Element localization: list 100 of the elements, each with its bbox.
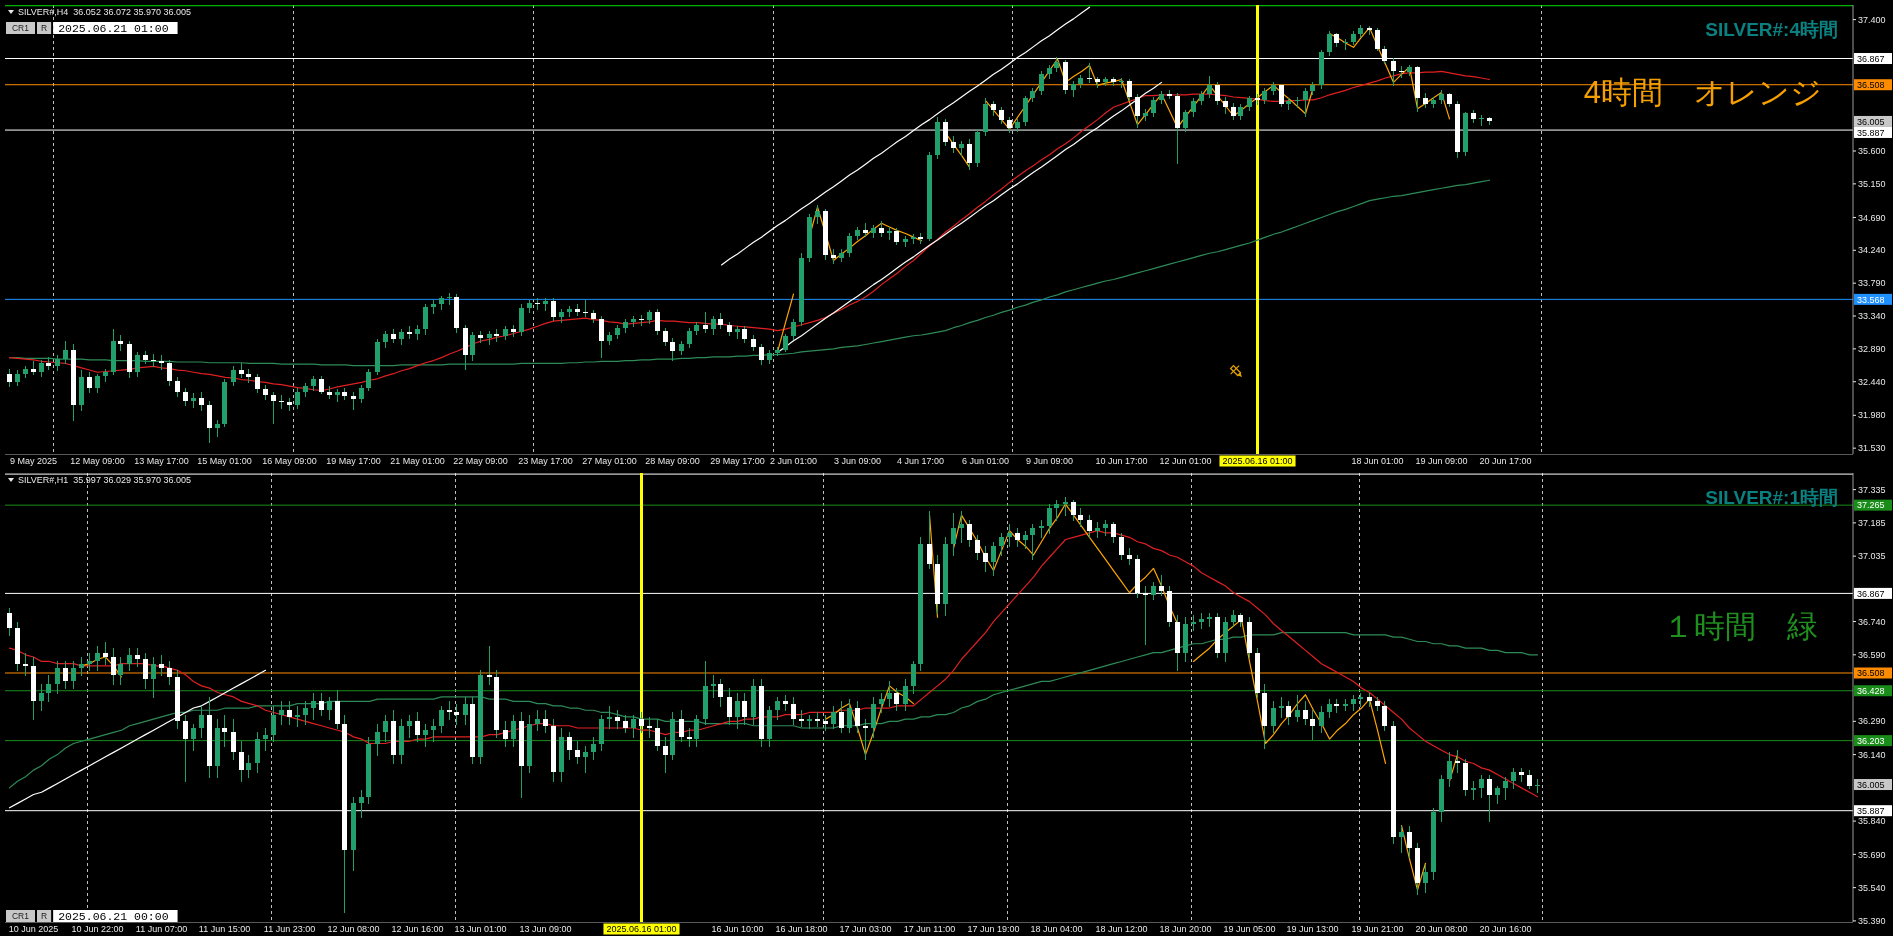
line-series	[8, 669, 267, 809]
x-tick-label: 19 Jun 09:00	[1415, 456, 1468, 466]
candlestick	[143, 652, 148, 690]
candlestick	[1111, 521, 1116, 544]
candlestick	[503, 720, 508, 748]
candlestick	[591, 736, 596, 761]
ref-line-label: 37.265	[1857, 500, 1885, 511]
candlestick	[383, 714, 388, 743]
candlestick	[735, 692, 740, 730]
candlestick	[815, 204, 820, 225]
candlestick	[647, 716, 652, 739]
candlestick	[271, 391, 276, 425]
candlestick	[1399, 825, 1404, 854]
x-tick-label: 9 Jun 09:00	[1025, 456, 1074, 466]
candlestick	[775, 696, 780, 721]
x-tick-label: 17 Jun 03:00	[839, 924, 892, 934]
x-tick-label: 4 Jun 17:00	[896, 456, 945, 466]
candlestick	[511, 714, 516, 748]
candlestick	[222, 714, 227, 748]
y-tick-label: 35.150	[1858, 179, 1886, 190]
candlestick	[687, 727, 692, 748]
candlestick	[727, 687, 732, 726]
x-tick-label: 12 Jun 01:00	[1159, 456, 1212, 466]
x-tick-label: 18 Jun 01:00	[1351, 456, 1404, 466]
text: SILVER#:1時間	[1705, 487, 1838, 508]
candlestick	[407, 714, 412, 739]
y-tick-label: 35.690	[1858, 849, 1886, 860]
candlestick	[439, 705, 444, 734]
candlestick	[607, 705, 612, 730]
candlestick	[175, 376, 180, 398]
candlestick	[1063, 496, 1068, 517]
ref-line-label: 36.428	[1857, 685, 1885, 696]
candlestick	[1327, 30, 1332, 57]
y-tick-label: 31.530	[1858, 443, 1886, 454]
candlestick	[271, 705, 276, 743]
candlestick	[655, 718, 660, 752]
candlestick	[887, 680, 892, 708]
y-tick-label: 36.140	[1858, 749, 1886, 760]
text: 36.005	[1857, 779, 1885, 790]
candlestick	[703, 311, 708, 334]
x-tick-label: 3 Jun 09:00	[833, 456, 882, 466]
x-tick-label: 12 Jun 08:00	[327, 924, 380, 934]
candlestick	[1039, 70, 1044, 96]
candlestick	[967, 519, 972, 548]
annotation: CR1	[11, 23, 30, 33]
candlestick	[39, 683, 44, 712]
x-tick-label: 13 Jun 01:00	[454, 924, 507, 934]
candlestick	[1295, 96, 1300, 109]
candlestick	[742, 692, 747, 726]
line-series	[8, 632, 1539, 789]
candlestick	[1207, 75, 1212, 99]
ref-line-label: 35.887	[1857, 127, 1885, 138]
candlestick	[199, 705, 204, 739]
ref-line-label: 36.867	[1857, 53, 1885, 64]
candlestick	[1303, 87, 1308, 118]
candlestick	[255, 373, 260, 394]
candlestick	[863, 718, 868, 761]
x-tick-label: 10 Jun 17:00	[1095, 456, 1148, 466]
candlestick	[847, 698, 852, 734]
candlestick	[991, 541, 996, 577]
candlestick	[983, 545, 988, 573]
x-tick-label: 11 Jun 07:00	[135, 924, 188, 934]
candlestick	[1054, 499, 1059, 522]
candlestick	[1310, 709, 1315, 741]
text: 36.005	[1857, 116, 1885, 127]
candlestick	[1191, 97, 1196, 118]
x-tick-label: 11 Jun 15:00	[198, 924, 251, 934]
candlestick	[1455, 749, 1460, 774]
candlestick	[1030, 523, 1035, 561]
x-tick-label: 13 May 17:00	[134, 456, 189, 466]
candlestick	[111, 647, 116, 686]
candlestick	[231, 365, 236, 387]
x-tick-label: 11 Jun 23:00	[263, 924, 316, 934]
y-tick-label: 33.790	[1858, 278, 1886, 289]
candlestick	[718, 678, 723, 708]
candlestick	[183, 714, 188, 783]
annotation: CR1	[11, 911, 30, 921]
x-tick-label: 10 Jun 2025	[8, 924, 59, 934]
candlestick	[199, 391, 204, 412]
candlestick	[279, 700, 284, 726]
candlestick	[287, 700, 292, 726]
text: SILVER#:4時間	[1705, 19, 1838, 40]
x-tick-label: 2 Jun 01:00	[769, 456, 818, 466]
candlestick	[463, 696, 468, 726]
candlestick	[454, 703, 459, 726]
x-tick-label: 16 May 09:00	[262, 456, 317, 466]
candlestick	[95, 373, 100, 394]
candlestick	[46, 674, 51, 703]
candlestick	[1527, 769, 1532, 790]
candlestick	[1286, 700, 1291, 726]
candlestick	[87, 371, 92, 394]
y-tick-label: 37.335	[1858, 484, 1886, 495]
candlestick	[847, 232, 852, 258]
candlestick	[487, 645, 492, 686]
ref-line-label: 35.887	[1857, 805, 1885, 816]
candlestick	[279, 394, 284, 410]
y-tick-label: 32.440	[1858, 376, 1886, 387]
y-tick-label: 32.890	[1858, 344, 1886, 355]
x-tick-label: 9 May 2025	[9, 456, 58, 466]
candlestick	[1535, 778, 1540, 794]
